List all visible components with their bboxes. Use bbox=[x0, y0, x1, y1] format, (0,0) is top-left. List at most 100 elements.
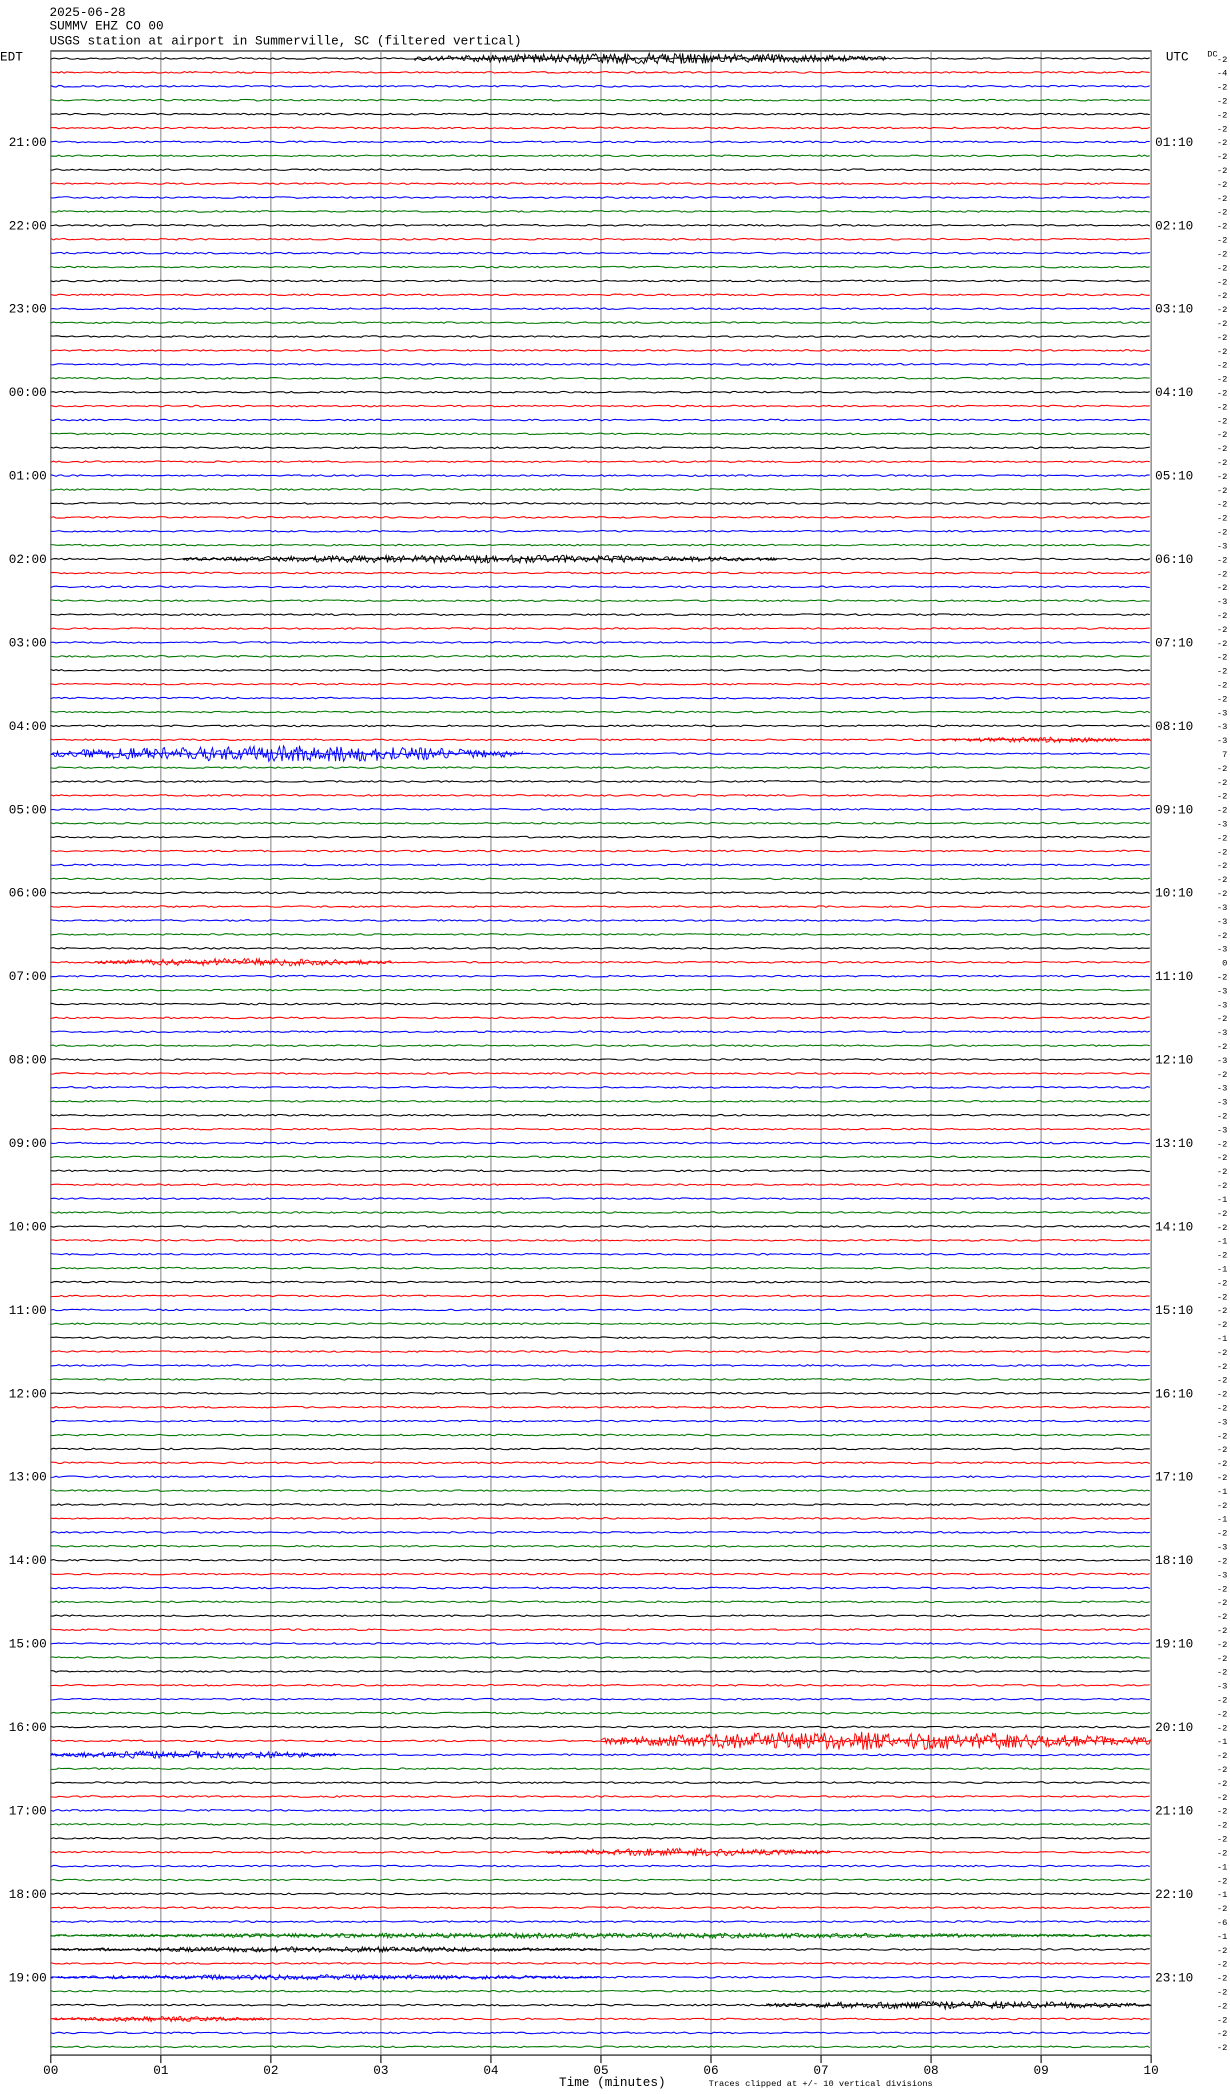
trace bbox=[50, 70, 1150, 74]
offset-label: -2 bbox=[1217, 1723, 1227, 1733]
offset-label: -2 bbox=[1217, 236, 1227, 246]
trace bbox=[50, 1642, 1150, 1645]
offset-label: -2 bbox=[1217, 625, 1227, 635]
offset-label: -3 bbox=[1217, 1084, 1227, 1094]
offset-label: -2 bbox=[1217, 1654, 1227, 1664]
offset-label: -2 bbox=[1217, 778, 1227, 788]
trace bbox=[50, 1809, 1150, 1812]
offset-label: -2 bbox=[1217, 583, 1227, 593]
offset-label: -2 bbox=[1217, 55, 1227, 65]
offset-label: -2 bbox=[1217, 875, 1227, 885]
date: 2025-06-28 bbox=[49, 5, 125, 20]
offset-label: -2 bbox=[1217, 1404, 1227, 1414]
right-time-label: 08:10 bbox=[1155, 719, 1193, 734]
trace bbox=[50, 1169, 1150, 1173]
trace bbox=[50, 1753, 1150, 1757]
trace bbox=[50, 696, 1150, 700]
trace bbox=[50, 752, 1150, 756]
offset-label: -2 bbox=[1217, 416, 1227, 426]
offset-label: -2 bbox=[1217, 1473, 1227, 1483]
offset-label: -2 bbox=[1217, 263, 1227, 273]
right-time-label: 22:10 bbox=[1155, 1887, 1193, 1902]
trace bbox=[50, 1544, 1150, 1548]
offset-label: -2 bbox=[1217, 110, 1227, 120]
trace bbox=[50, 1572, 1150, 1576]
left-time-label: 12:00 bbox=[9, 1386, 47, 1401]
trace bbox=[50, 1600, 1150, 1604]
offset-label: -2 bbox=[1217, 639, 1227, 649]
trace bbox=[50, 1864, 1150, 1868]
right-time-label: 01:10 bbox=[1155, 135, 1193, 150]
offset-label: -2 bbox=[1217, 458, 1227, 468]
trace bbox=[50, 1461, 1150, 1465]
trace bbox=[50, 1294, 1150, 1298]
offset-label: -3 bbox=[1217, 1056, 1227, 1066]
trace bbox=[50, 1405, 1150, 1409]
event-signal bbox=[765, 2000, 1152, 2011]
offset-label: -2 bbox=[1217, 1793, 1227, 1803]
right-time-label: 09:10 bbox=[1155, 802, 1193, 817]
offset-label: -3 bbox=[1217, 1098, 1227, 1108]
trace bbox=[50, 57, 1150, 60]
offset-label: -2 bbox=[1217, 806, 1227, 816]
offset-label: -2 bbox=[1217, 333, 1227, 343]
left-time-label: 06:00 bbox=[9, 886, 47, 901]
trace bbox=[50, 668, 1150, 672]
offset-label: -2 bbox=[1217, 1946, 1227, 1956]
trace bbox=[50, 432, 1150, 436]
offset-label: -3 bbox=[1217, 1125, 1227, 1135]
offset-label: -2 bbox=[1217, 375, 1227, 385]
offset-label: -2 bbox=[1217, 97, 1227, 107]
left-time-label: 19:00 bbox=[9, 1970, 47, 1985]
right-time-label: 03:10 bbox=[1155, 302, 1193, 317]
right-time-label: 05:10 bbox=[1155, 469, 1193, 484]
trace bbox=[50, 404, 1150, 408]
x-tick-label: 00 bbox=[43, 2063, 58, 2078]
offset-label: -2 bbox=[1217, 194, 1227, 204]
x-tick-label: 04 bbox=[483, 2063, 498, 2078]
offset-label: -2 bbox=[1217, 277, 1227, 287]
offset-label: -2 bbox=[1217, 847, 1227, 857]
offset-label: -2 bbox=[1217, 1974, 1227, 1984]
station: SUMMV EHZ CO 00 bbox=[49, 19, 163, 34]
right-time-label: 15:10 bbox=[1155, 1303, 1193, 1318]
event-signal bbox=[545, 1847, 831, 1857]
trace bbox=[50, 293, 1150, 297]
offset-label: -2 bbox=[1217, 1835, 1227, 1845]
trace bbox=[50, 919, 1150, 922]
offset-label: -2 bbox=[1217, 1779, 1227, 1789]
trace bbox=[50, 1127, 1150, 1131]
offset-label: -2 bbox=[1217, 180, 1227, 190]
trace bbox=[50, 1892, 1150, 1896]
trace bbox=[50, 1197, 1151, 1200]
offset-label: -2 bbox=[1217, 1112, 1227, 1122]
offset-label: -2 bbox=[1217, 500, 1227, 510]
trace bbox=[50, 1433, 1150, 1437]
left-time-label: 04:00 bbox=[9, 719, 47, 734]
trace bbox=[50, 571, 1150, 575]
left-time-label: 23:00 bbox=[9, 302, 47, 317]
offset-label: -2 bbox=[1217, 2043, 1227, 2053]
right-time-label: 21:10 bbox=[1155, 1803, 1193, 1818]
trace bbox=[50, 1336, 1150, 1340]
trace bbox=[50, 724, 1150, 728]
offset-label: -3 bbox=[1217, 1543, 1227, 1553]
offset-label: -2 bbox=[1217, 653, 1227, 663]
trace bbox=[50, 1072, 1150, 1075]
trace bbox=[50, 154, 1150, 158]
offset-label: -2 bbox=[1217, 1320, 1227, 1330]
left-time-label: 03:00 bbox=[9, 635, 47, 650]
offset-label: 0 bbox=[1222, 959, 1227, 969]
offset-label: -2 bbox=[1217, 444, 1227, 454]
trace bbox=[50, 335, 1150, 338]
right-time-label: 20:10 bbox=[1155, 1720, 1193, 1735]
offset-label: -2 bbox=[1217, 222, 1227, 232]
x-tick-label: 01 bbox=[153, 2063, 168, 2078]
offset-label: -3 bbox=[1217, 1028, 1227, 1038]
trace bbox=[50, 1836, 1150, 1840]
right-time-label: 11:10 bbox=[1155, 969, 1193, 984]
offset-label: -2 bbox=[1217, 667, 1227, 677]
offset-label: -2 bbox=[1217, 319, 1227, 329]
left-time-label: 08:00 bbox=[9, 1053, 47, 1068]
